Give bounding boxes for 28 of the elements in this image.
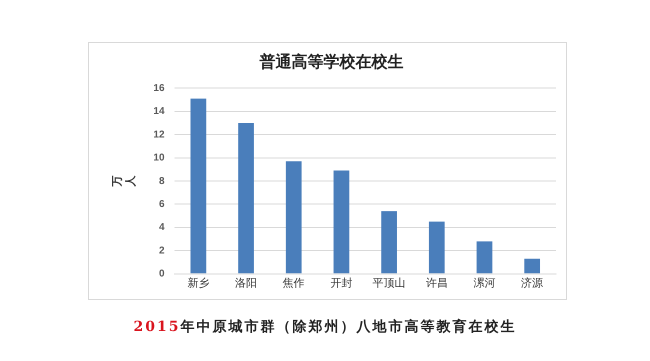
x-tick-label: 新乡 [187,276,210,290]
bar [286,161,302,274]
y-tick-label: 0 [158,268,165,280]
x-tick-label: 开封 [330,276,352,290]
bar [238,123,254,274]
x-tick-label: 漯河 [473,277,496,290]
text: 2015年中原城市群（除郑州）八地市高等教育在校生 [132,318,518,336]
y-tick-label: 4 [158,222,165,234]
bar [524,258,540,274]
x-tick-label: 许昌 [426,277,448,290]
y-tick-label: 12 [153,129,165,140]
x-tick-label: 平顶山 [372,276,406,290]
x-tick-label: 焦作 [282,277,305,290]
bar [476,241,492,274]
y-tick-label: 10 [153,152,165,164]
bar [190,98,206,274]
bar [428,222,445,274]
bar [334,170,350,274]
y-tick-label: 6 [158,198,165,210]
bar [381,211,397,274]
y-tick-label: 14 [153,106,165,118]
x-tick-label: 济源 [521,276,544,290]
chart-title: 普通高等学校在校生 [258,52,404,71]
y-tick-label: 8 [158,176,165,187]
y-tick-label: 16 [153,82,165,94]
y-tick-label: 2 [158,245,165,256]
y-axis-title: 万人 [112,174,137,188]
x-tick-label: 洛阳 [235,277,258,290]
